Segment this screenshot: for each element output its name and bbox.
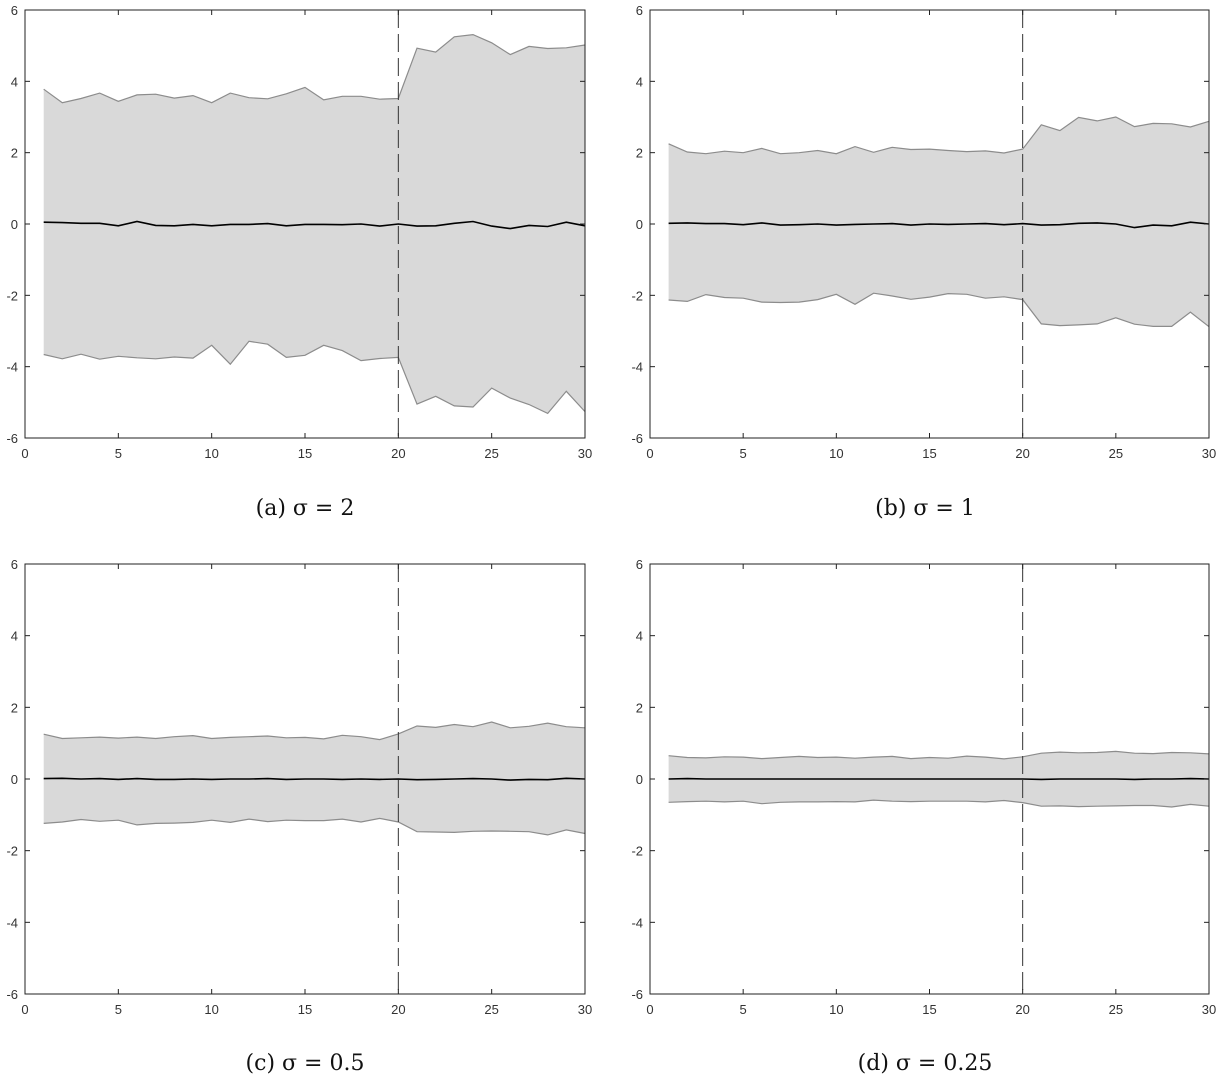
x-tick-label: 20 xyxy=(391,1002,405,1017)
mean-line xyxy=(43,777,586,781)
y-tick-label: -2 xyxy=(631,288,643,303)
x-tick-label: 20 xyxy=(1015,1002,1029,1017)
y-tick-label: 6 xyxy=(636,557,643,572)
upper-bound-line xyxy=(43,33,586,104)
mean-line xyxy=(668,777,1210,781)
lower-bound-line xyxy=(668,292,1210,328)
x-tick-label: 25 xyxy=(484,1002,498,1017)
y-tick-label: 4 xyxy=(636,74,643,89)
y-tick-label: -2 xyxy=(6,844,18,859)
x-tick-label: 10 xyxy=(204,1002,218,1017)
confidence-band xyxy=(668,117,1209,327)
upper-bound-line xyxy=(43,721,586,741)
x-tick-label: 30 xyxy=(1202,1002,1216,1017)
x-tick-label: 30 xyxy=(1202,446,1216,461)
x-tick-label: 10 xyxy=(829,1002,843,1017)
x-tick-label: 25 xyxy=(484,446,498,461)
x-tick-label: 15 xyxy=(922,1002,936,1017)
panel-caption: (d) σ = 0.25 xyxy=(858,1051,993,1076)
panel-caption: (a) σ = 2 xyxy=(256,496,355,521)
lower-bound-line xyxy=(43,817,586,836)
y-tick-label: -2 xyxy=(6,288,18,303)
x-tick-label: 10 xyxy=(829,446,843,461)
x-tick-label: 5 xyxy=(115,446,122,461)
y-tick-label: 0 xyxy=(636,772,643,787)
y-tick-label: -4 xyxy=(6,915,18,930)
y-tick-label: -6 xyxy=(631,431,643,446)
x-tick-label: 15 xyxy=(298,446,312,461)
y-tick-label: -6 xyxy=(6,987,18,1002)
x-tick-label: 5 xyxy=(740,1002,747,1017)
x-tick-label: 5 xyxy=(115,1002,122,1017)
x-tick-label: 30 xyxy=(578,1002,592,1017)
x-tick-label: 15 xyxy=(298,1002,312,1017)
y-tick-label: -4 xyxy=(631,360,643,375)
y-tick-label: 6 xyxy=(636,3,643,18)
x-tick-label: 25 xyxy=(1109,1002,1123,1017)
x-tick-label: 20 xyxy=(391,446,405,461)
y-tick-label: 2 xyxy=(636,146,643,161)
y-tick-label: 0 xyxy=(636,217,643,232)
y-tick-label: 6 xyxy=(11,557,18,572)
lower-bound-line xyxy=(668,799,1210,808)
upper-bound-line xyxy=(668,750,1210,760)
x-tick-label: 0 xyxy=(646,446,653,461)
y-tick-label: -4 xyxy=(6,360,18,375)
y-tick-label: 0 xyxy=(11,772,18,787)
y-tick-label: -6 xyxy=(631,987,643,1002)
y-tick-label: 4 xyxy=(636,629,643,644)
x-tick-label: 25 xyxy=(1109,446,1123,461)
y-tick-label: 2 xyxy=(11,146,18,161)
mean-line xyxy=(668,221,1210,229)
x-tick-label: 0 xyxy=(646,1002,653,1017)
y-tick-label: 6 xyxy=(11,3,18,18)
x-tick-label: 20 xyxy=(1015,446,1029,461)
panel-caption: (b) σ = 1 xyxy=(875,496,975,521)
x-tick-label: 5 xyxy=(740,446,747,461)
y-tick-label: 2 xyxy=(11,700,18,715)
y-tick-label: -4 xyxy=(631,915,643,930)
x-tick-label: 10 xyxy=(204,446,218,461)
y-tick-label: -6 xyxy=(6,431,18,446)
x-tick-label: 0 xyxy=(21,1002,28,1017)
x-tick-label: 15 xyxy=(922,446,936,461)
y-tick-label: 0 xyxy=(11,217,18,232)
y-tick-label: 2 xyxy=(636,700,643,715)
y-tick-label: 4 xyxy=(11,74,18,89)
x-tick-label: 30 xyxy=(578,446,592,461)
y-tick-label: 4 xyxy=(11,629,18,644)
lower-bound-line xyxy=(43,340,586,415)
upper-bound-line xyxy=(668,116,1210,155)
panel-caption: (c) σ = 0.5 xyxy=(246,1051,365,1076)
x-tick-label: 0 xyxy=(21,446,28,461)
mean-line xyxy=(43,220,586,230)
y-tick-label: -2 xyxy=(631,844,643,859)
